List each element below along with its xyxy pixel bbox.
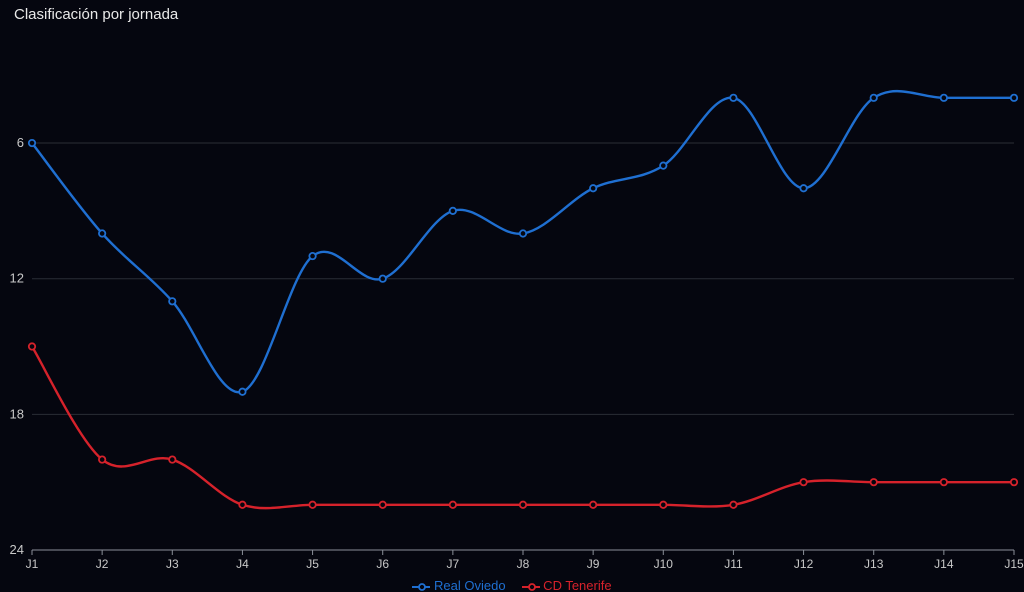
series-marker: [520, 502, 526, 508]
series-marker: [1011, 479, 1017, 485]
series-marker: [941, 479, 947, 485]
series-marker: [941, 95, 947, 101]
x-tick-label: J1: [26, 557, 39, 571]
y-tick-label: 24: [10, 542, 24, 557]
legend-swatch: [412, 581, 430, 592]
series-marker: [99, 456, 105, 462]
series-marker: [1011, 95, 1017, 101]
y-tick-label: 6: [17, 135, 24, 150]
x-tick-label: J4: [236, 557, 249, 571]
legend-item: Real Oviedo: [412, 578, 505, 592]
x-tick-label: J6: [376, 557, 389, 571]
x-tick-label: J5: [306, 557, 319, 571]
x-tick-label: J13: [864, 557, 884, 571]
series-marker: [871, 479, 877, 485]
legend-label: Real Oviedo: [430, 578, 505, 592]
x-tick-label: J11: [724, 557, 743, 571]
series-marker: [800, 479, 806, 485]
y-tick-label: 12: [10, 271, 24, 286]
series-line-1: [32, 347, 1014, 509]
legend-swatch: [522, 581, 540, 592]
series-marker: [520, 230, 526, 236]
chart-container: Clasificación por jornada 6121824J1J2J3J…: [0, 0, 1024, 592]
series-marker: [450, 208, 456, 214]
series-marker: [239, 502, 245, 508]
x-tick-label: J2: [96, 557, 109, 571]
series-marker: [29, 140, 35, 146]
x-tick-label: J9: [587, 557, 600, 571]
x-tick-label: J14: [934, 557, 954, 571]
series-marker: [380, 502, 386, 508]
series-marker: [169, 456, 175, 462]
x-tick-label: J15: [1004, 557, 1024, 571]
series-marker: [169, 298, 175, 304]
series-marker: [660, 162, 666, 168]
series-marker: [660, 502, 666, 508]
series-marker: [99, 230, 105, 236]
series-marker: [730, 95, 736, 101]
series-marker: [800, 185, 806, 191]
series-marker: [380, 275, 386, 281]
x-tick-label: J8: [517, 557, 530, 571]
series-marker: [29, 343, 35, 349]
line-chart-plot: 6 12 18 24J1 J2 J3 J4 J5 J6 J7 J8 J9 J10 J11 J12 J13 J14…: [0, 0, 1024, 592]
series-marker: [309, 502, 315, 508]
legend-label: CD Tenerife: [540, 578, 612, 592]
series-marker: [871, 95, 877, 101]
series-marker: [450, 502, 456, 508]
x-tick-label: J3: [166, 557, 179, 571]
series-marker: [309, 253, 315, 259]
chart-legend: Real Oviedo CD Tenerife: [0, 578, 1024, 592]
series-marker: [590, 185, 596, 191]
series-marker: [239, 389, 245, 395]
x-tick-label: J7: [447, 557, 460, 571]
y-tick-label: 18: [10, 406, 24, 421]
legend-item: CD Tenerife: [522, 578, 612, 592]
series-marker: [590, 502, 596, 508]
x-tick-label: J12: [794, 557, 814, 571]
series-line-0: [32, 91, 1014, 392]
x-tick-label: J10: [654, 557, 674, 571]
series-marker: [730, 502, 736, 508]
